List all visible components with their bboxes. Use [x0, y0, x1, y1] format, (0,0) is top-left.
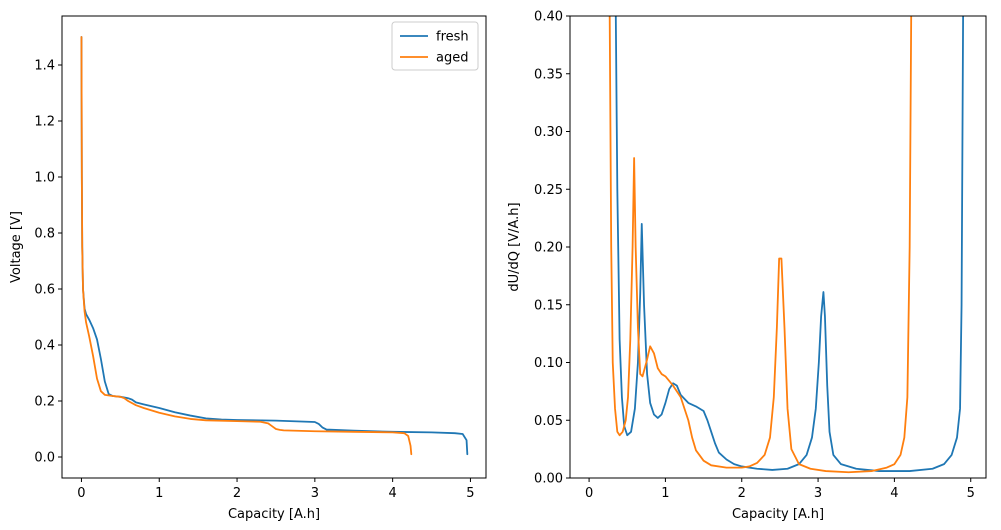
- y-tick-label: 0.4: [34, 339, 55, 354]
- x-tick-label: 3: [814, 486, 822, 501]
- y-tick-label: 0.25: [534, 183, 563, 198]
- series-line-orange: [608, 16, 913, 474]
- y-tick-label: 0.30: [534, 125, 563, 140]
- y-tick-label: 0.15: [534, 298, 563, 313]
- x-axis-label: Capacity [A.h]: [732, 507, 824, 522]
- y-tick-label: 0.20: [534, 241, 563, 256]
- legend: fresh aged: [391, 21, 479, 71]
- y-tick-label: 0.35: [534, 67, 563, 82]
- x-tick-label: 1: [155, 486, 163, 501]
- plot-area: [608, 16, 964, 474]
- y-tick-label: 0.00: [534, 472, 563, 487]
- y-axis-label: dU/dQ [V/A.h]: [507, 202, 522, 291]
- x-tick-label: 5: [466, 486, 474, 501]
- y-tick-label: 0.6: [34, 283, 55, 298]
- y-tick-label: 1.0: [34, 171, 55, 186]
- voltage-capacity-chart: 0 1 2 3 4 5 0.0 0.2 0.4 0.6 0.8 1.0 1.2 1.4 Capacity […: [9, 15, 487, 522]
- series-line-aged: [80, 36, 413, 456]
- axes-frame: [61, 15, 487, 479]
- x-tick-label: 1: [661, 486, 669, 501]
- y-tick-label: 0.10: [534, 356, 563, 371]
- series-line-fresh: [80, 36, 469, 456]
- x-tick-label: 3: [311, 486, 319, 501]
- x-tick-label: 0: [77, 486, 85, 501]
- y-tick-label: 0.40: [534, 10, 563, 25]
- x-axis-label: Capacity [A.h]: [228, 507, 320, 522]
- legend-box: [391, 21, 479, 71]
- y-tick-label: 1.2: [34, 115, 55, 130]
- y-tick-label: 0.0: [34, 451, 55, 466]
- legend-label-aged: aged: [436, 51, 468, 66]
- y-axis-label: Voltage [V]: [9, 211, 24, 283]
- plot-area: [80, 36, 469, 456]
- differential-voltage-chart: 0 1 2 3 4 5 0.00 0.05 0.10 0.15 0.20 0.25 0.30 0.35 0.…: [507, 10, 987, 522]
- x-tick-label: 4: [890, 486, 898, 501]
- y-tick-label: 0.05: [534, 414, 563, 429]
- x-tick-label: 2: [233, 486, 241, 501]
- x-tick-label: 2: [738, 486, 746, 501]
- legend-label-fresh: fresh: [436, 30, 469, 45]
- y-tick-label: 1.4: [34, 59, 55, 74]
- series-line-blue: [614, 16, 964, 472]
- y-tick-label: 0.8: [34, 227, 55, 242]
- x-tick-label: 4: [389, 486, 397, 501]
- y-tick-label: 0.2: [34, 395, 55, 410]
- x-tick-label: 5: [967, 486, 975, 501]
- x-tick-label: 0: [585, 486, 593, 501]
